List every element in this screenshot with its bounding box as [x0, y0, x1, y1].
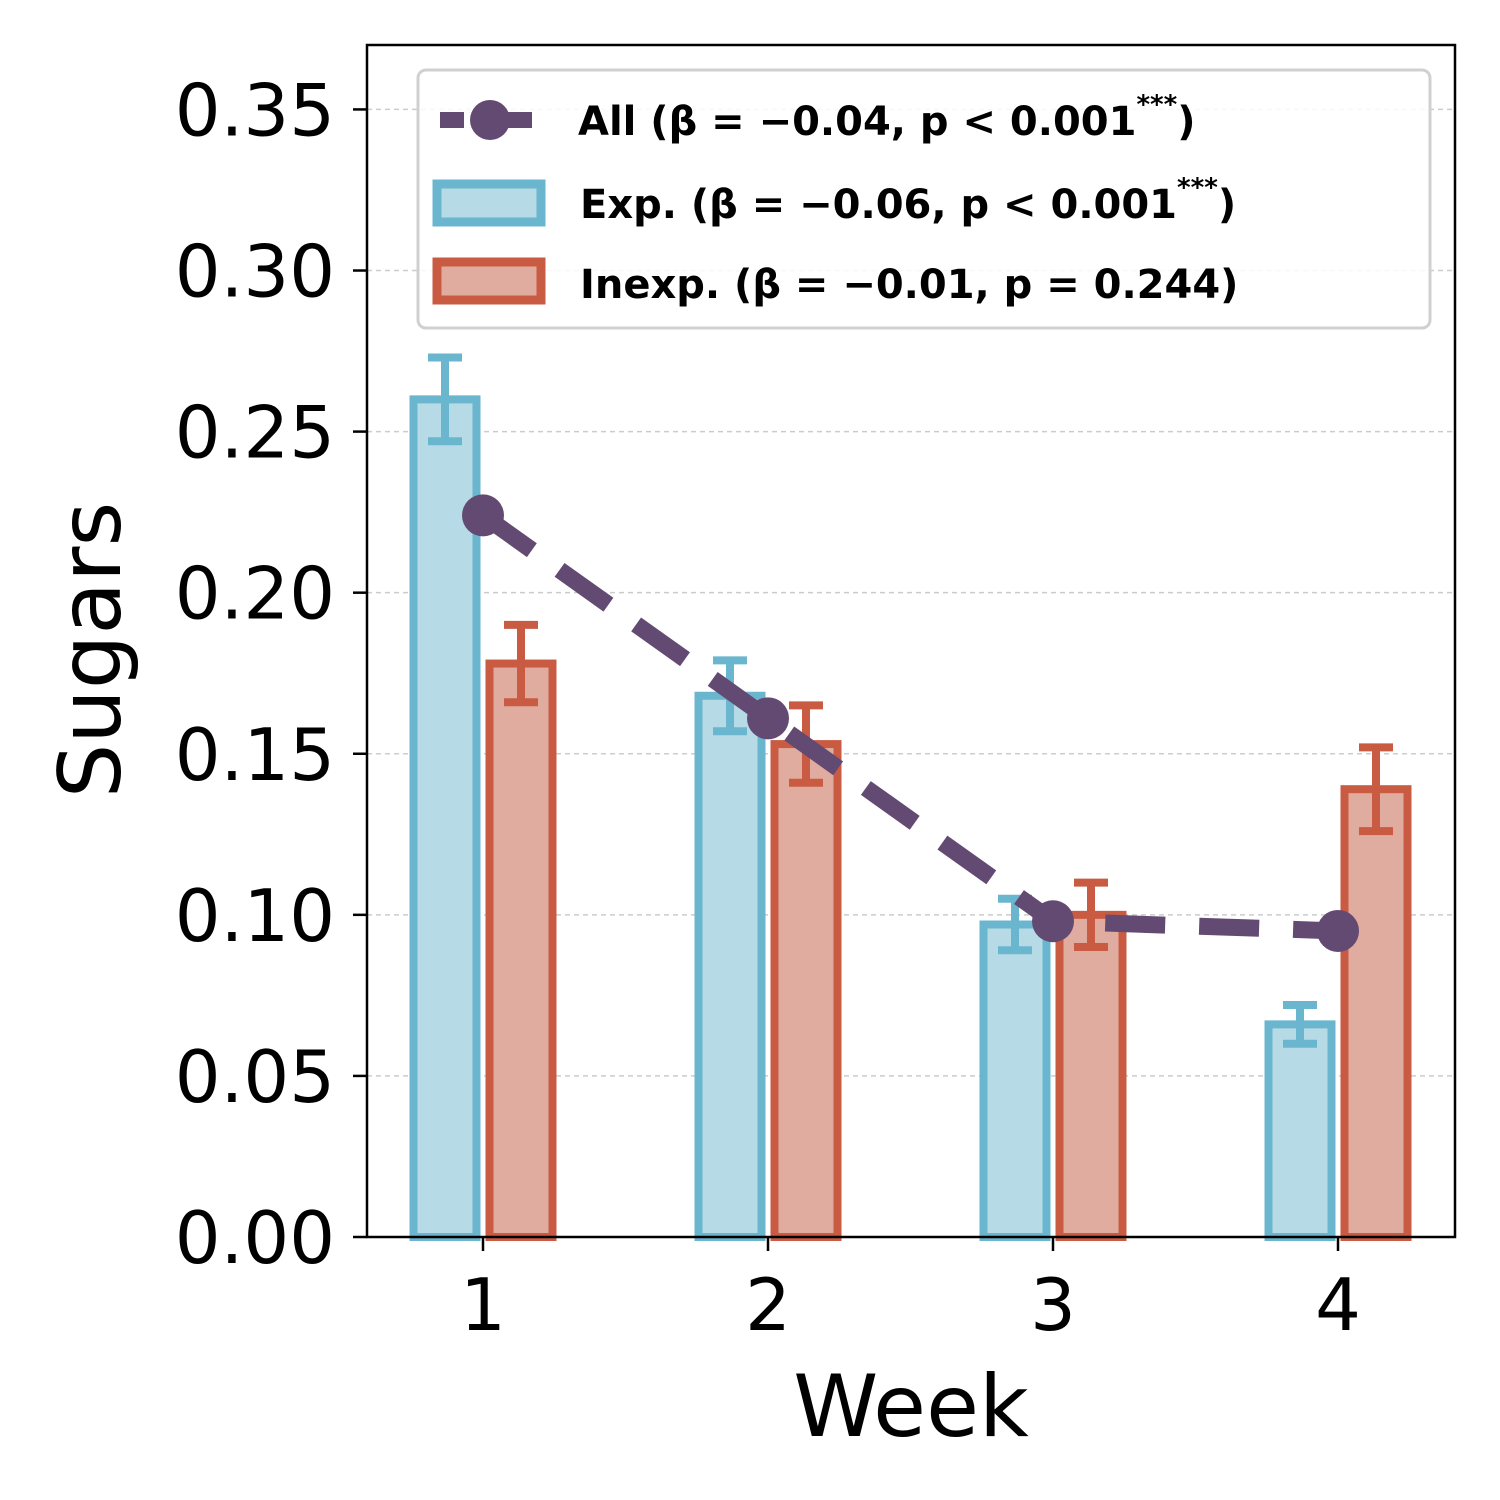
bar-inexp [485, 659, 557, 1241]
axis-layer: 0.00 0.05 0.10 0.15 0.20 0.25 0.30 0.35 1 2 3 4 [175, 68, 1361, 1347]
legend-label-inexp: Inexp. (β = −0.01, p = 0.244) [580, 262, 1238, 308]
bar-exp [1264, 1020, 1336, 1241]
y-tick-label: 0.25 [175, 391, 335, 475]
legend-label-all-sup: *** [1136, 90, 1177, 120]
x-tick-label: 2 [745, 1263, 791, 1347]
y-tick-label: 0.10 [175, 874, 335, 958]
point-all [462, 494, 504, 537]
legend-label-exp-main: Exp. (β = −0.06, p < 0.001 [580, 182, 1177, 228]
y-tick-label: 0.30 [175, 230, 335, 314]
legend-label-exp-close: ) [1218, 182, 1236, 228]
y-tick-label: 0.05 [175, 1035, 335, 1119]
x-tick-label: 4 [1315, 1263, 1361, 1347]
legend-swatch-exp [432, 179, 546, 227]
bar-inexp [1055, 910, 1127, 1241]
legend-label-all-close: ) [1177, 99, 1195, 145]
legend-marker-all [470, 100, 510, 140]
y-tick-label: 0.35 [175, 68, 335, 152]
legend: All (β = −0.04, p < 0.001***) Exp. (β = … [416, 68, 1432, 330]
x-axis-label: Week [793, 1357, 1029, 1457]
bar-inexp [1340, 785, 1412, 1241]
bar-exp [694, 691, 766, 1241]
legend-label-exp: Exp. (β = −0.06, p < 0.001***) [580, 173, 1236, 228]
legend-entry-exp: Exp. (β = −0.06, p < 0.001***) [432, 173, 1236, 228]
y-tick-label: 0.15 [175, 713, 335, 797]
legend-label-inexp-main: Inexp. (β = −0.01, p = 0.244) [580, 262, 1238, 308]
legend-label-all: All (β = −0.04, p < 0.001***) [578, 90, 1196, 145]
point-all [747, 697, 789, 740]
line-all [478, 508, 1339, 940]
legend-label-all-main: All (β = −0.04, p < 0.001 [578, 99, 1136, 145]
point-all [1317, 909, 1359, 952]
error-bar-layer [428, 353, 1393, 1048]
y-axis-label: Sugars [41, 502, 141, 799]
plot-frame [365, 43, 1457, 1239]
line-layer [462, 494, 1359, 952]
y-tick-label: 0.00 [175, 1196, 335, 1280]
legend-swatch-inexp [432, 257, 546, 305]
bar-exp [979, 920, 1051, 1241]
bar-inexp [770, 740, 842, 1242]
legend-frame [416, 68, 1432, 330]
legend-entry-inexp: Inexp. (β = −0.01, p = 0.244) [432, 257, 1238, 308]
x-tick-label: 1 [460, 1263, 506, 1347]
y-tick-label: 0.20 [175, 552, 335, 636]
point-all [1032, 900, 1074, 943]
legend-label-exp-sup: *** [1177, 173, 1218, 203]
x-tick-label: 3 [1030, 1263, 1076, 1347]
legend-entry-all: All (β = −0.04, p < 0.001***) [440, 90, 1196, 145]
